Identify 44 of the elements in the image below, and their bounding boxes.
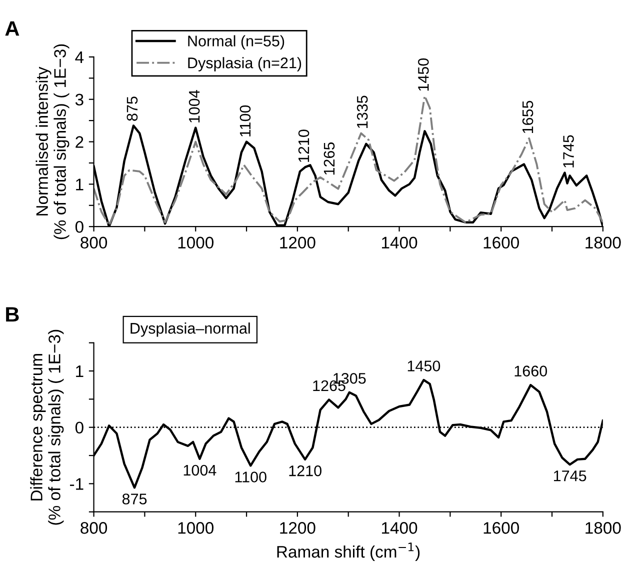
x-tick-label: 1600 — [484, 522, 519, 534]
annotation: 1655 — [522, 100, 534, 134]
annotation: 1745 — [563, 135, 574, 168]
y-tick-label: 3 — [75, 94, 84, 106]
x-tick-label: 1000 — [178, 236, 214, 249]
annotation: 1265 — [324, 142, 335, 175]
chart-title: B — [6, 307, 19, 322]
x-tick-label: 1400 — [382, 522, 418, 534]
annotation: 1210 — [298, 130, 310, 162]
annotation: 1004 — [188, 90, 200, 122]
annotation: 1335 — [356, 96, 368, 128]
y-tick-label: 2 — [76, 136, 84, 148]
y-tick-label: 0 — [75, 220, 84, 233]
y-tick-label: 1 — [76, 178, 84, 190]
x-tick-label: 1600 — [484, 236, 519, 249]
annotation: 1745 — [554, 470, 586, 482]
annotation: 1210 — [289, 465, 322, 476]
annotation: 1660 — [514, 366, 548, 376]
y-tick-label: 1 — [76, 366, 84, 378]
x-tick-label: 800 — [80, 236, 108, 249]
y-tick-label: -1 — [70, 478, 84, 490]
y-tick-label: 0 — [75, 422, 84, 434]
annotation: 1004 — [184, 464, 216, 476]
x-tick-label: 1200 — [280, 236, 316, 249]
x-tick-label: 1800 — [586, 522, 621, 534]
y-axis-title: Difference spectrum (% of total signals) ( 1E−3) — [30, 330, 64, 525]
x-tick-label: 1800 — [586, 236, 621, 249]
x-tick-label: 800 — [80, 522, 108, 534]
x-tick-label: 1400 — [382, 236, 418, 249]
annotation: 875 — [126, 96, 138, 121]
annotation: 1100 — [240, 105, 251, 136]
annotation: 1450 — [418, 58, 429, 91]
x-axis-title: Raman shift (cm$^{−1}$) — [277, 542, 420, 562]
annotation: 1450 — [408, 360, 440, 372]
x-tick-label: 1200 — [280, 522, 316, 534]
annotation: 1100 — [235, 472, 266, 482]
annotation: 875 — [122, 494, 147, 504]
y-axis-title: Normalised intensity (% of total signals) ( 1E−3) — [36, 44, 70, 240]
x-tick-label: 1000 — [178, 522, 214, 534]
legend-label: Dysplasia (n=21) — [188, 57, 302, 72]
legend-label: Normal (n=55) — [188, 35, 284, 50]
y-tick-label: 4 — [75, 52, 84, 63]
text: Dysplasia–normal — [130, 322, 250, 337]
chart-title: A — [5, 21, 20, 36]
